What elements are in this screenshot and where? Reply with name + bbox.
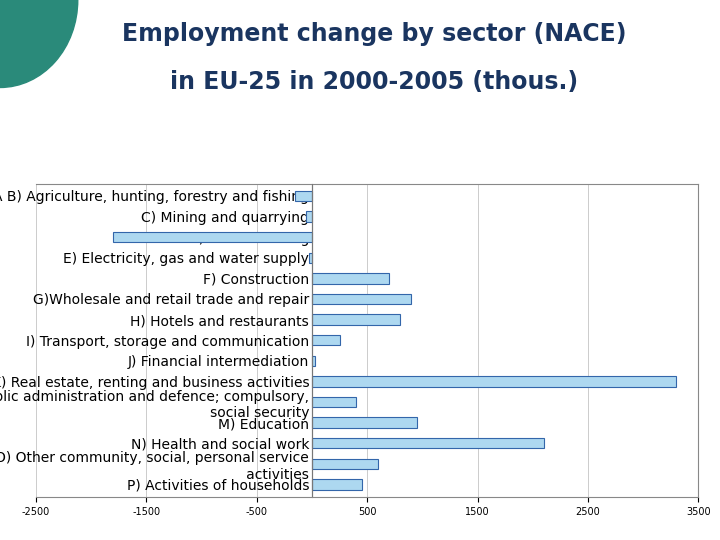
Bar xyxy=(312,397,356,407)
Bar xyxy=(113,232,312,242)
Bar xyxy=(312,356,315,366)
Bar xyxy=(312,438,544,448)
Bar xyxy=(312,458,378,469)
Bar xyxy=(307,212,312,222)
Bar xyxy=(312,376,676,387)
Bar xyxy=(312,273,390,284)
Bar xyxy=(312,480,361,490)
Bar xyxy=(312,335,340,346)
Text: in EU-25 in 2000-2005 (thous.): in EU-25 in 2000-2005 (thous.) xyxy=(171,70,578,94)
Bar xyxy=(312,417,417,428)
Wedge shape xyxy=(0,0,78,87)
Bar xyxy=(309,253,312,263)
Bar xyxy=(295,191,312,201)
Bar xyxy=(312,294,411,304)
Text: Employment change by sector (NACE): Employment change by sector (NACE) xyxy=(122,22,626,45)
Bar xyxy=(312,314,400,325)
